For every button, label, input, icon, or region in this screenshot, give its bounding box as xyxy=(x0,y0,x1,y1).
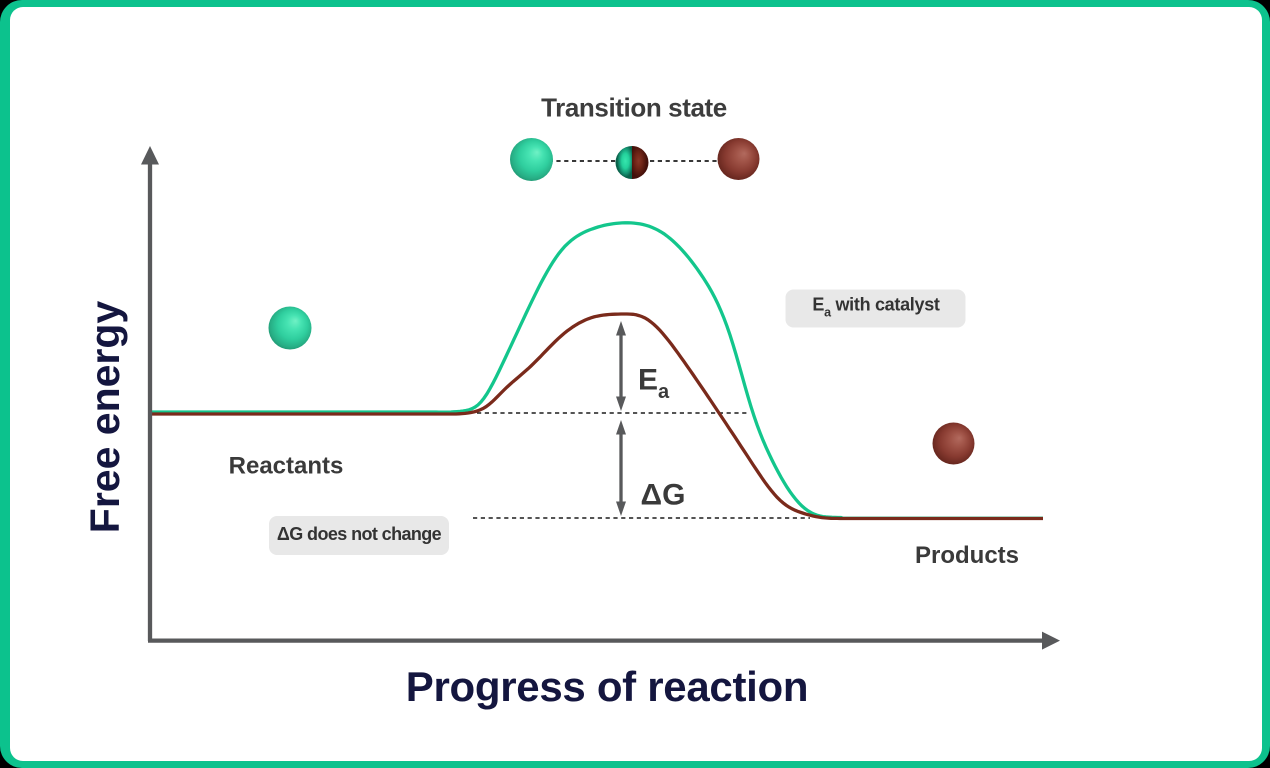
svg-text:E: E xyxy=(638,364,658,397)
svg-text:Products: Products xyxy=(915,542,1019,569)
svg-text:ΔG: ΔG xyxy=(641,479,686,512)
svg-text:Transition state: Transition state xyxy=(541,93,727,123)
svg-text:Reactants: Reactants xyxy=(229,453,344,480)
svg-text:Progress of reaction: Progress of reaction xyxy=(406,663,808,710)
svg-text:ΔG does not change: ΔG does not change xyxy=(277,524,442,544)
svg-text:a: a xyxy=(658,381,670,403)
svg-text:Free energy: Free energy xyxy=(82,301,128,534)
